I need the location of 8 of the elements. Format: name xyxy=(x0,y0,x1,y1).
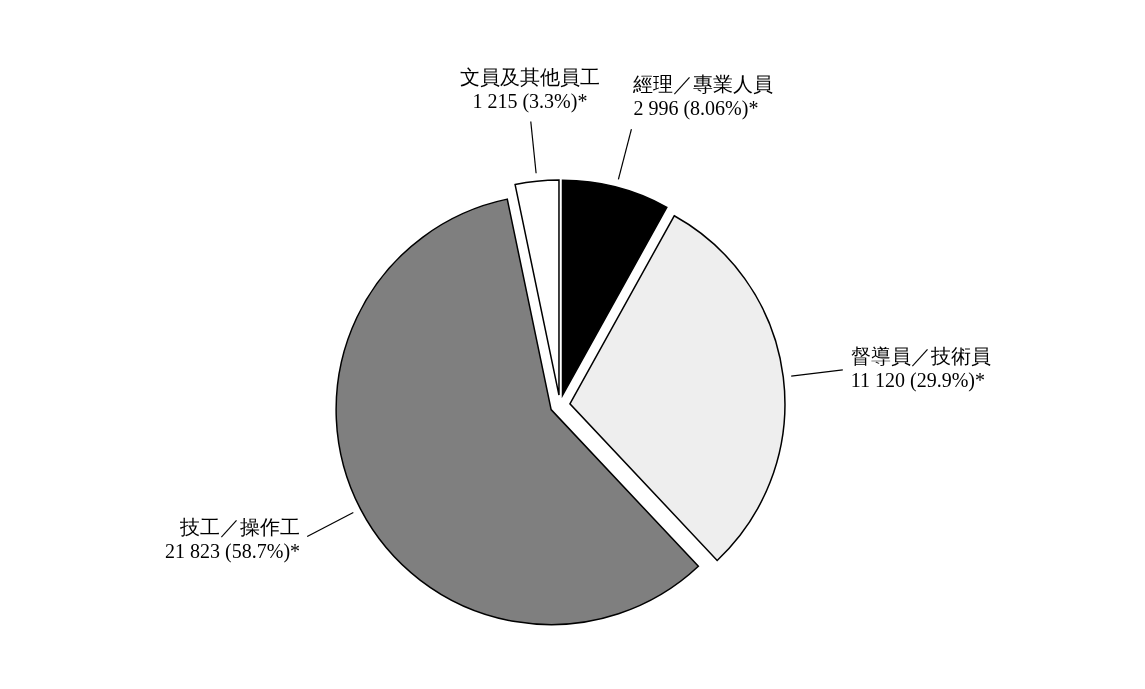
data-label: 1 215 (3.3%)* xyxy=(472,89,588,113)
data-label: 11 120 (29.9%)* xyxy=(850,368,985,392)
data-label: 21 823 (58.7%)* xyxy=(165,540,301,564)
slice-label: 文員及其他員工 xyxy=(459,65,600,88)
slice-label: 經理／專業人員 xyxy=(632,73,774,96)
slice-label: 督導員／技術員 xyxy=(850,344,991,367)
slice-label: 技工／操作工 xyxy=(179,516,301,539)
data-label: 2 996 (8.06%)* xyxy=(633,97,759,121)
